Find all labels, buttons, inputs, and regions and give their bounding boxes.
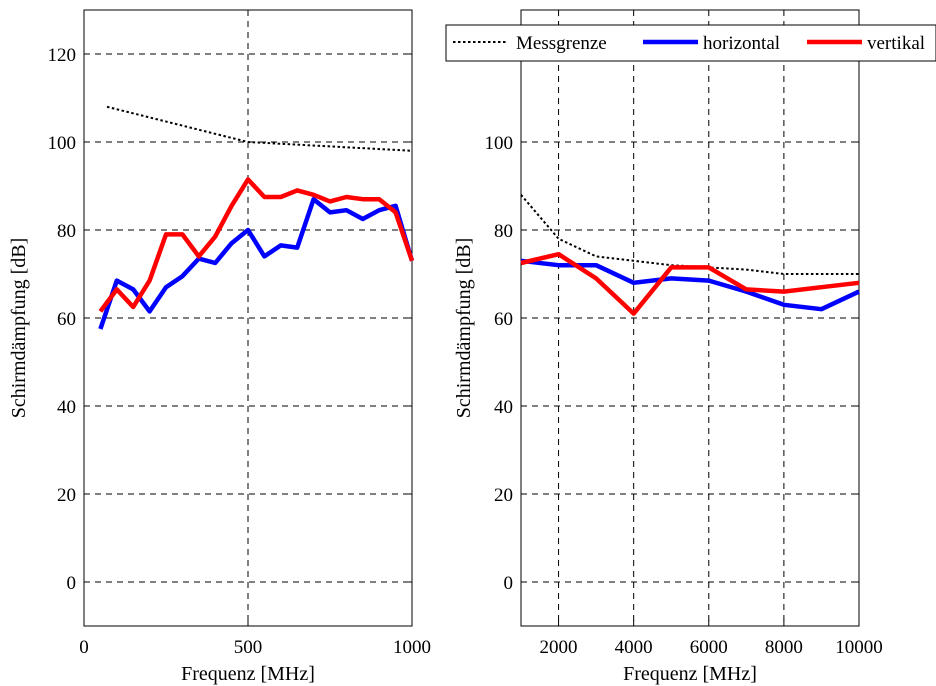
- legend-label-horizontal: horizontal: [703, 33, 780, 54]
- series-messgrenze: [520, 194, 859, 275]
- grid: [521, 10, 859, 626]
- x-tick-label: 6000: [690, 637, 728, 658]
- x-tick-label: 2000: [540, 637, 578, 658]
- x-tick-label: 500: [234, 637, 263, 658]
- x-tick-label: 0: [79, 637, 89, 658]
- series-vertikal: [98, 177, 415, 313]
- grid: [84, 10, 412, 626]
- plot-frame: [520, 9, 860, 627]
- x-axis-label: Frequenz [MHz]: [181, 663, 315, 685]
- x-axis-label: Frequenz [MHz]: [623, 663, 757, 685]
- y-tick-label: 120: [48, 45, 77, 66]
- y-tick-label: 0: [504, 573, 514, 594]
- x-tick-label: 10000: [835, 637, 883, 658]
- series-horizontal: [98, 196, 415, 330]
- legend-label-messgrenze: Messgrenze: [516, 33, 607, 54]
- y-tick-label: 40: [494, 397, 513, 418]
- plot-frame: [83, 9, 413, 627]
- y-tick-label: 20: [57, 485, 76, 506]
- y-axis-label: Schirmdämpfung [dB]: [8, 238, 30, 419]
- x-tick-label: 4000: [615, 637, 653, 658]
- series-vertikal: [520, 251, 860, 316]
- y-tick-label: 20: [494, 485, 513, 506]
- y-tick-label: 100: [48, 133, 77, 154]
- x-tick-label: 1000: [393, 637, 431, 658]
- right-chart-panel: 020406080100120200040006000800010000Freq…: [453, 9, 883, 685]
- legend: Messgrenze horizontal vertikal: [445, 24, 936, 62]
- y-tick-label: 80: [57, 221, 76, 242]
- y-tick-label: 100: [485, 133, 514, 154]
- series-messgrenze: [106, 105, 413, 152]
- legend-label-vertikal: vertikal: [867, 33, 925, 54]
- left-chart-panel: 0 20 40 60 80 100 120 0 500 1000 Frequenz [MHz] Sch…: [8, 9, 431, 685]
- y-tick-label: 80: [494, 221, 513, 242]
- y-tick-label: 40: [57, 397, 76, 418]
- x-tick-label: 8000: [765, 637, 803, 658]
- y-tick-label: 0: [67, 573, 77, 594]
- y-tick-label: 60: [57, 309, 76, 330]
- y-tick-label: 60: [494, 309, 513, 330]
- y-axis-label: Schirmdämpfung [dB]: [453, 238, 475, 419]
